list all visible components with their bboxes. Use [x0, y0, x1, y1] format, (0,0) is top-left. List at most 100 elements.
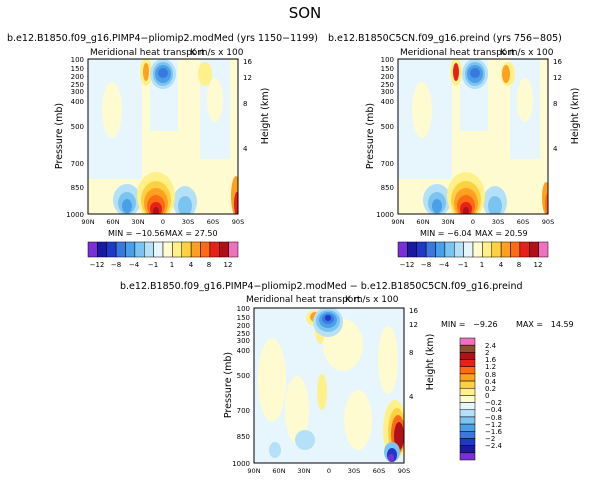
colorbar-swatch	[459, 416, 476, 425]
x-tick-label: 90S	[542, 218, 554, 226]
panel-1-ylabel: Pressure (mb)	[54, 103, 65, 169]
colorbar-swatch	[190, 241, 201, 258]
panel-2-frame	[397, 58, 549, 215]
panel-1-polar-warm-core	[234, 192, 238, 214]
colorbar-label: 12	[534, 261, 543, 269]
x-tick-label: 90S	[398, 467, 410, 475]
colorbar-label: −12	[400, 261, 415, 269]
x-tick-label: 30S	[492, 218, 504, 226]
y-right-tick-label: 12	[243, 74, 252, 82]
colorbar-label: 1	[170, 261, 174, 269]
colorbar-label: 0.2	[485, 385, 496, 393]
colorbar-swatch	[459, 337, 476, 346]
y-right-tick-label: 8	[243, 100, 247, 108]
y-tick-label: 200	[237, 322, 250, 330]
colorbar-label: −1	[458, 261, 468, 269]
x-tick-label: 30S	[348, 467, 360, 475]
x-tick-label: 0	[161, 218, 165, 226]
colorbar-label: −4	[129, 261, 140, 269]
colorbar-label: −0.4	[485, 406, 503, 414]
x-tick-label: 90N	[247, 467, 260, 475]
panel-1-upper-cold-core	[158, 68, 168, 78]
y-tick-label: 250	[237, 330, 250, 338]
colorbar-label: 12	[224, 261, 233, 269]
x-tick-label: 60S	[517, 218, 529, 226]
panel-2-ylabel-right: Height (km)	[570, 88, 581, 145]
panel-1-max-label: MAX = 27.50	[165, 229, 218, 238]
colorbar-label: −0.8	[485, 414, 502, 422]
colorbar-swatch	[416, 241, 427, 258]
panel-3-colorbar	[459, 337, 476, 461]
panel-1-yticks-right: 16 12 8 4	[243, 58, 252, 153]
colorbar-swatch	[181, 241, 192, 258]
panel-3-title: b.e12.B1850.f09_g16.PIMP4−pliomip2.modMe…	[120, 281, 523, 292]
colorbar-swatch	[459, 438, 476, 446]
panel-2-upper-warm-right-core	[502, 65, 510, 83]
colorbar-swatch	[459, 431, 476, 439]
x-tick-label: 30N	[131, 218, 144, 226]
panel-3: b.e12.B1850.f09_g16.PIMP4−pliomip2.modMe…	[120, 281, 574, 475]
y-right-tick-label: 4	[409, 393, 414, 401]
panel-2-lower-cold-right	[488, 196, 502, 214]
panel-2-subtitle: Meridional heat transport	[400, 48, 515, 58]
colorbar-swatch	[144, 241, 154, 258]
x-tick-label: 30S	[182, 218, 194, 226]
colorbar-swatch	[162, 241, 173, 258]
x-tick-label: 60S	[373, 467, 385, 475]
colorbar-label: −12	[90, 261, 105, 269]
x-tick-label: 0	[471, 218, 475, 226]
colorbar-label: 1	[480, 261, 484, 269]
y-right-tick-label: 12	[409, 321, 418, 329]
y-tick-label: 150	[71, 65, 84, 73]
panel-3-field	[254, 308, 404, 463]
x-tick-label: 60N	[106, 218, 119, 226]
y-right-tick-label: 12	[553, 74, 562, 82]
y-tick-label: 200	[381, 73, 394, 81]
colorbar-label: 4	[189, 261, 194, 269]
page-title: SON	[289, 4, 322, 22]
y-tick-label: 700	[237, 407, 250, 415]
colorbar-swatch	[538, 241, 549, 258]
colorbar-swatch	[510, 241, 521, 258]
panel-1-subtitle: Meridional heat transport	[90, 48, 205, 58]
colorbar-swatch	[407, 241, 417, 258]
y-right-tick-label: 16	[409, 307, 418, 315]
colorbar-swatch	[228, 241, 239, 258]
panel-2: b.e12.B1850C5CN.f09_g16.preind (yrs 756−…	[328, 33, 581, 269]
panel-1-yticks: 100 150 200 250 300 400 500 700 850 1000	[66, 56, 84, 219]
panel-1-yellow-blob	[207, 78, 223, 122]
panel-3-cold-patch	[295, 430, 315, 450]
colorbar-swatch	[472, 241, 483, 258]
panel-1-lower-warm-core	[153, 207, 159, 214]
colorbar-label: −8	[421, 261, 431, 269]
colorbar-swatch	[459, 373, 476, 382]
colorbar-swatch	[115, 241, 126, 258]
panel-2-yticks-right: 16 12 8 4	[553, 58, 562, 153]
panel-3-yticks-right: 16 12 8 4	[409, 307, 418, 401]
panel-1-frame	[87, 58, 239, 215]
y-tick-label: 100	[71, 56, 84, 64]
y-tick-label: 850	[237, 433, 250, 441]
panel-3-cold-patch	[269, 442, 281, 458]
y-tick-label: 850	[381, 184, 394, 192]
panel-3-upper-anomaly-cold-core	[325, 315, 331, 321]
y-tick-label: 1000	[376, 211, 394, 219]
colorbar-label: 8	[517, 261, 521, 269]
panel-3-warm-patch	[378, 326, 398, 394]
panel-2-xticks: 90N 60N 30N 0 30S 60S 90S	[391, 218, 554, 226]
panel-2-upper-cold-core	[470, 68, 480, 78]
x-tick-label: 0	[327, 467, 331, 475]
colorbar-swatch	[459, 395, 476, 403]
colorbar-swatch	[425, 241, 436, 258]
colorbar-swatch	[219, 241, 229, 258]
x-tick-label: 90N	[391, 218, 404, 226]
panel-1-colorbar	[87, 241, 239, 258]
y-tick-label: 100	[237, 305, 250, 313]
y-tick-label: 300	[381, 88, 394, 96]
colorbar-swatch	[134, 241, 145, 258]
colorbar-swatch	[459, 366, 476, 375]
panel-3-warm-patch	[258, 338, 286, 422]
x-tick-label: 30N	[297, 467, 310, 475]
colorbar-swatch	[500, 241, 511, 258]
panel-1-units: K m/s x 100	[190, 48, 244, 58]
